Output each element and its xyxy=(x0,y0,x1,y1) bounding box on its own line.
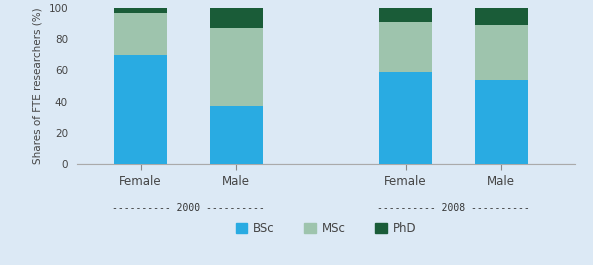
Bar xyxy=(379,22,432,72)
Text: ---------- 2000 ----------: ---------- 2000 ---------- xyxy=(112,203,264,213)
Bar xyxy=(209,8,263,28)
Bar xyxy=(114,8,167,13)
Bar xyxy=(474,80,528,164)
Bar xyxy=(209,28,263,107)
Bar xyxy=(474,25,528,80)
Legend: BSc, MSc, PhD: BSc, MSc, PhD xyxy=(231,217,422,240)
Bar xyxy=(114,13,167,55)
Bar xyxy=(474,8,528,25)
Text: ---------- 2008 ----------: ---------- 2008 ---------- xyxy=(377,203,530,213)
Bar xyxy=(379,72,432,164)
Y-axis label: Shares of FTE researchers (%): Shares of FTE researchers (%) xyxy=(33,8,43,165)
Bar xyxy=(114,55,167,164)
Bar xyxy=(379,8,432,22)
Bar xyxy=(209,107,263,164)
